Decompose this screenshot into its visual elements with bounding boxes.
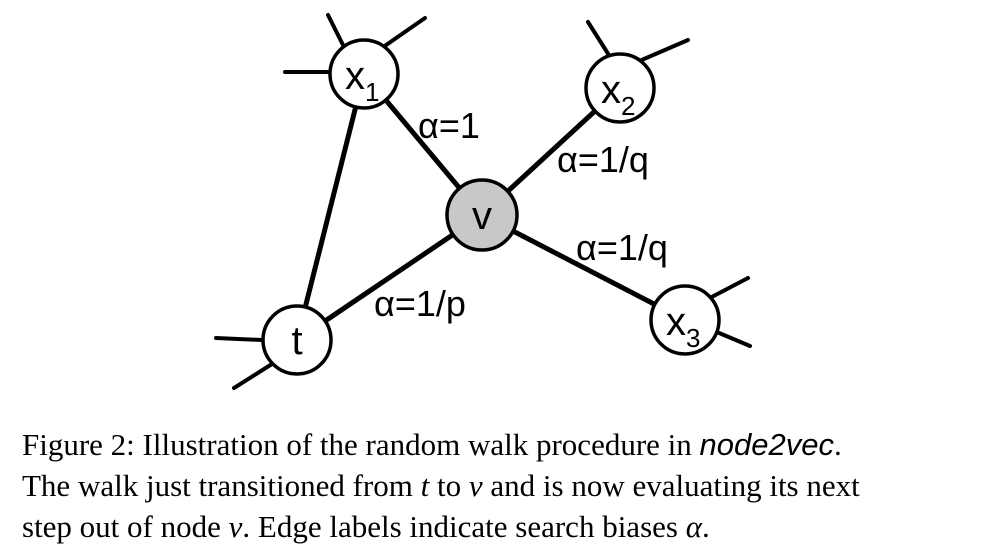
stub-x2-top-right: [635, 38, 690, 64]
caption-line-2: The walk just transitioned from t to v a…: [22, 468, 860, 503]
edge-t-x1: [294, 71, 367, 343]
stub-t-left: [214, 336, 264, 342]
caption-line-3: step out of node v. Edge labels indicate…: [22, 509, 710, 544]
node-x1: x1: [328, 38, 400, 110]
node-x1-label: x1: [345, 54, 379, 107]
stub-x2-top-left: [586, 20, 614, 62]
edge-v-t: [294, 212, 485, 343]
figure-caption: Figure 2: Illustration of the random wal…: [22, 424, 982, 547]
method-name: node2vec: [699, 427, 834, 462]
node-x3-circle: [649, 284, 721, 356]
node-v-label: v: [472, 194, 492, 238]
edge-v-x3: [479, 212, 688, 323]
node-x3: x3: [649, 284, 721, 356]
stub-x3-top: [704, 276, 750, 302]
node-x2: x2: [584, 52, 656, 124]
edge-label-v-t: α=1/p: [374, 283, 466, 324]
node-x2-circle: [584, 52, 656, 124]
edge-label-v-x3: α=1/q: [576, 227, 668, 268]
node-v: v: [445, 178, 519, 252]
edge-label-v-x2: α=1/q: [557, 139, 649, 180]
node-t-circle: [261, 304, 333, 376]
node-x3-label: x3: [666, 300, 700, 353]
node-v-circle: [445, 178, 519, 252]
stub-t-bottom: [232, 362, 274, 390]
node-x2-label: x2: [601, 68, 635, 121]
caption-line-1: Figure 2: Illustration of the random wal…: [22, 427, 842, 462]
node-x1-circle: [328, 38, 400, 110]
random-walk-diagram: x1 x2 x3 v t α=1 α=1/q α=1/q α=1/p: [214, 13, 752, 390]
edge-label-v-x1: α=1: [418, 105, 480, 146]
node-t-label: t: [291, 319, 302, 363]
node-t: t: [261, 304, 333, 376]
